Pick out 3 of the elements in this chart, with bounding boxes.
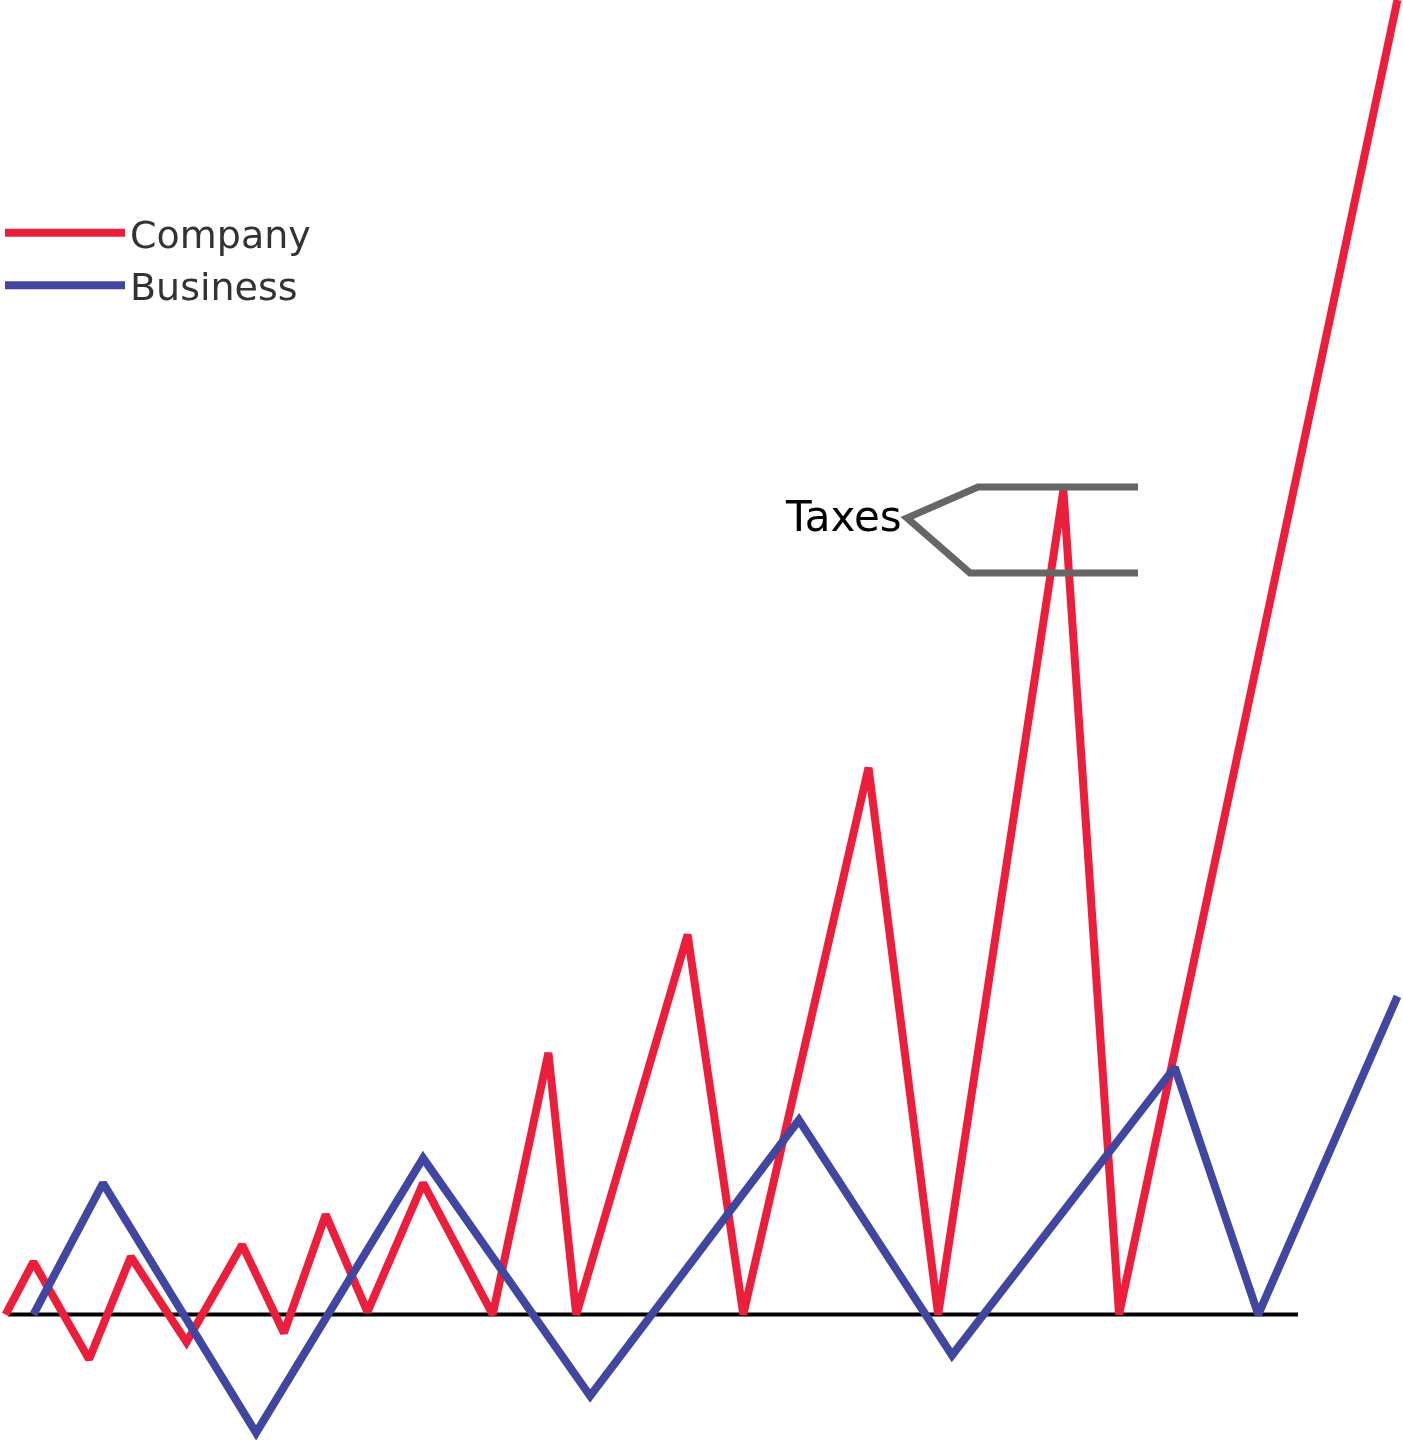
legend-label: Business xyxy=(130,265,298,310)
annotation: Taxes xyxy=(785,492,902,541)
legend-label: Company xyxy=(130,212,311,257)
